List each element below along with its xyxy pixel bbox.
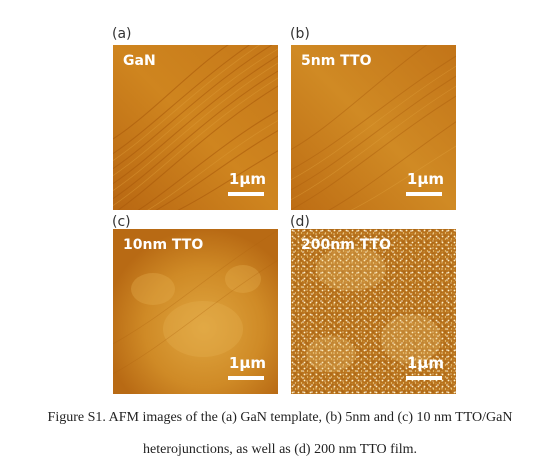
- figure-caption-line-1: Figure S1. AFM images of the (a) GaN tem…: [47, 410, 513, 425]
- scale-bar: [406, 192, 442, 196]
- sample-label-gan: GaN: [123, 53, 156, 69]
- afm-image-5nm-tto: 5nm TTO 1μm: [291, 45, 456, 210]
- afm-image-200nm-tto: 200nm TTO 1μm: [291, 229, 456, 394]
- panel-b-letter: (b): [290, 26, 310, 42]
- panel-d-letter: (d): [290, 214, 310, 230]
- afm-image-10nm-tto: 10nm TTO 1μm: [113, 229, 278, 394]
- afm-200nm-texture: [291, 229, 456, 394]
- sample-label-5nm-tto: 5nm TTO: [301, 53, 372, 69]
- scale-label: 1μm: [406, 170, 444, 188]
- scale-bar: [228, 376, 264, 380]
- sample-label-10nm-tto: 10nm TTO: [123, 237, 204, 253]
- afm-10nm-texture: [113, 229, 278, 394]
- scale-label: 1μm: [228, 170, 266, 188]
- panel-a-letter: (a): [112, 26, 132, 42]
- figure-caption-line-2: heterojunctions, as well as (d) 200 nm T…: [143, 442, 417, 457]
- afm-5nm-texture: [291, 45, 456, 210]
- scale-bar: [228, 192, 264, 196]
- scale-label: 1μm: [406, 354, 444, 372]
- scale-bar: [406, 376, 442, 380]
- afm-gan-texture: [113, 45, 278, 210]
- scale-label: 1μm: [228, 354, 266, 372]
- sample-label-200nm-tto: 200nm TTO: [301, 237, 391, 253]
- afm-image-gan: GaN 1μm: [113, 45, 278, 210]
- panel-c-letter: (c): [112, 214, 131, 230]
